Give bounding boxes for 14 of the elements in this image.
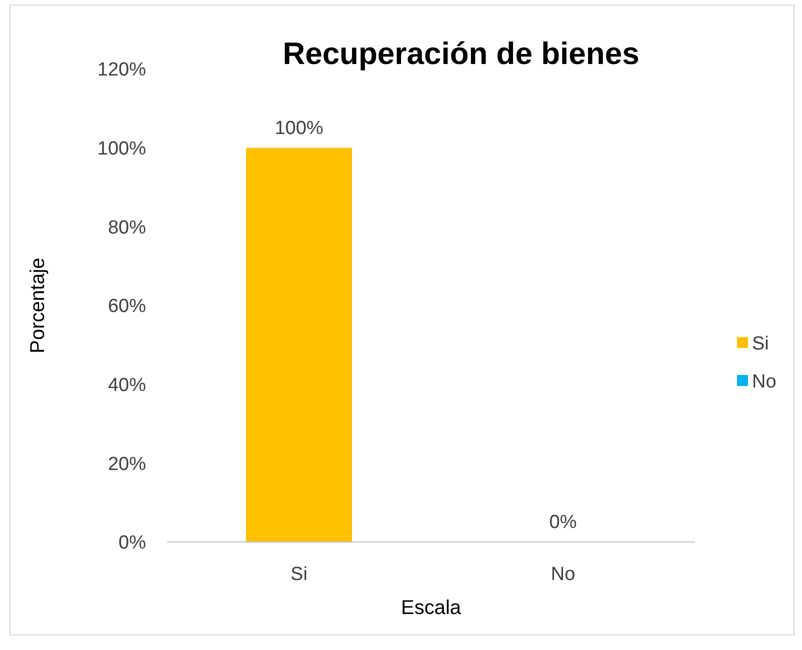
data-label: 100% bbox=[274, 118, 324, 139]
data-label: 0% bbox=[549, 512, 577, 533]
chart-title: Recuperación de bienes bbox=[282, 36, 640, 71]
y-tick-label: 40% bbox=[108, 374, 146, 396]
legend-label: Si bbox=[752, 334, 769, 355]
y-tick-label: 20% bbox=[108, 454, 146, 475]
legend-label: No bbox=[752, 372, 776, 393]
x-axis-title: Escala bbox=[400, 597, 462, 619]
y-tick-label: 80% bbox=[108, 217, 146, 238]
y-tick-label: 100% bbox=[97, 138, 146, 160]
y-tick-label: 120% bbox=[97, 60, 146, 81]
y-tick-label: 0% bbox=[118, 532, 146, 554]
y-tick-label: 60% bbox=[108, 296, 146, 318]
y-axis-title: Porcentaje bbox=[27, 258, 49, 354]
